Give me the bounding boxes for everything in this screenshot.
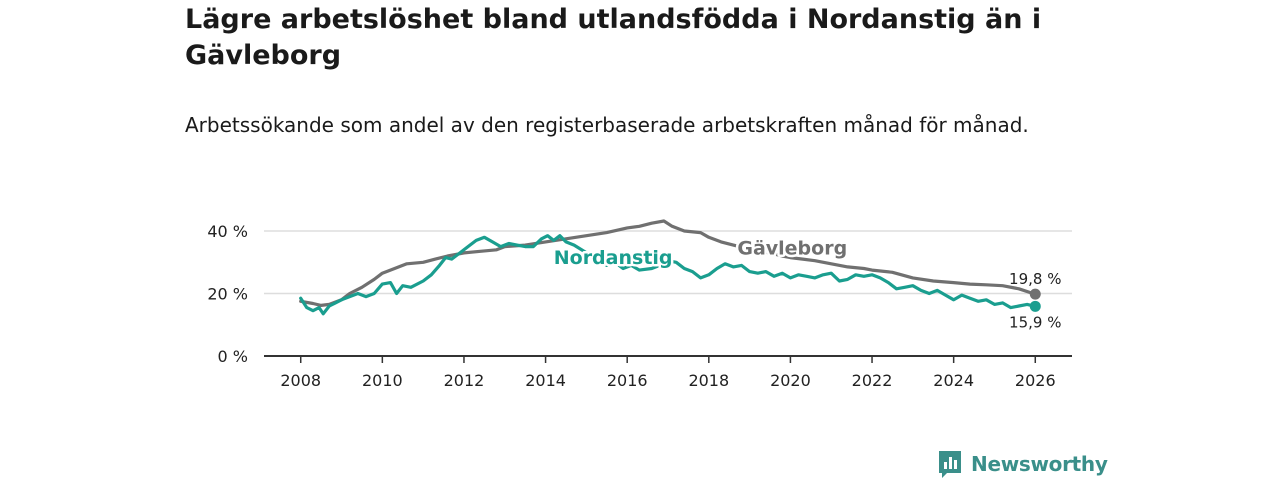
end-label-gavleborg: 19,8 %: [1009, 270, 1061, 288]
x-axis: 2008 2010 2012 2014 2016 2018 2020 2022 2024 2026: [264, 355, 1072, 390]
series-labels: 19,8 % 15,9 % Gävleborg Nordanstig: [551, 235, 1061, 331]
series-lines: [299, 219, 1041, 316]
newsworthy-logo: Newsworthy: [937, 449, 1108, 479]
y-tick-label-0: 0 %: [218, 347, 248, 366]
series-label-g-vleborg: Gävleborg: [737, 237, 847, 259]
series-line-nordanstig: [299, 234, 1037, 316]
y-axis-ticks: 0 % 20 % 40 %: [207, 222, 248, 366]
x-tick-label-2012: 2012: [444, 371, 485, 390]
y-tick-label-20: 20 %: [207, 285, 248, 304]
x-tick-label-2026: 2026: [1015, 371, 1056, 390]
chart-title: Lägre arbetslöshet bland utlandsfödda i …: [185, 4, 1042, 71]
x-tick-label-2008: 2008: [280, 371, 321, 390]
x-tick-label-2024: 2024: [933, 371, 974, 390]
x-tick-label-2022: 2022: [852, 371, 893, 390]
chart-subtitle: Arbetssökande som andel av den registerb…: [185, 113, 1029, 137]
end-point-g-vleborg: [1029, 288, 1041, 300]
brand-name: Newsworthy: [971, 452, 1108, 476]
series-line-g-vleborg: [299, 219, 1037, 307]
end-label-nordanstig: 15,9 %: [1009, 313, 1061, 331]
gridlines: [264, 230, 1072, 295]
end-point-nordanstig: [1029, 300, 1041, 312]
x-tick-label-2020: 2020: [770, 371, 811, 390]
x-tick-label-2018: 2018: [688, 371, 729, 390]
y-tick-label-40: 40 %: [207, 222, 248, 241]
x-tick-label-2010: 2010: [362, 371, 403, 390]
x-tick-label-2016: 2016: [607, 371, 648, 390]
x-tick-label-2014: 2014: [525, 371, 566, 390]
newsworthy-icon: [939, 451, 961, 478]
series-label-nordanstig: Nordanstig: [554, 247, 673, 269]
